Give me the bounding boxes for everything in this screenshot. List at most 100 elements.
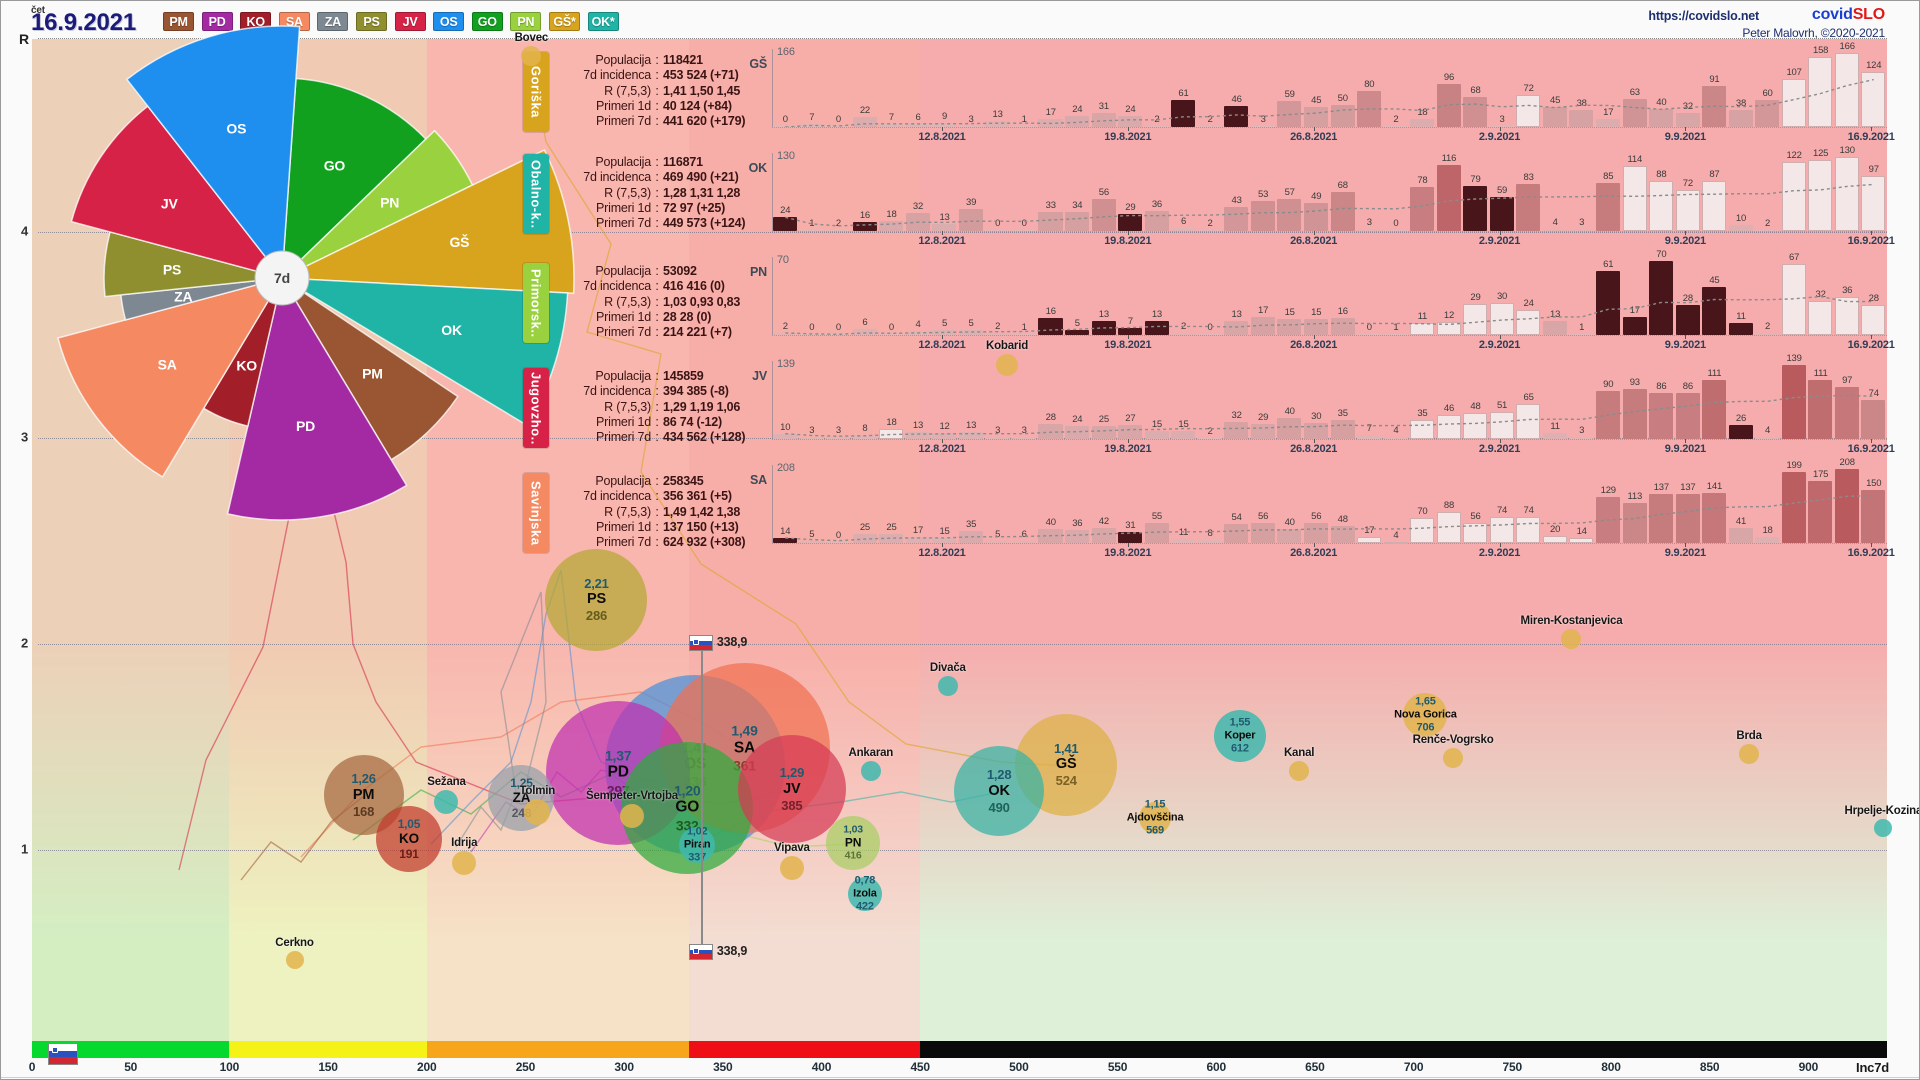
dot-name: Nova Gorica — [1394, 708, 1457, 721]
strip-bar-value: 18 — [886, 209, 897, 220]
region-button-GO[interactable]: GO — [471, 12, 503, 31]
municipality-dot-Cerkno[interactable] — [285, 951, 304, 970]
weekday-label: čet — [31, 5, 45, 16]
strip-bar-value: 63 — [1629, 87, 1640, 98]
info-panel-tab[interactable]: Primorsk.. — [523, 263, 549, 343]
pie-wedge-OS[interactable] — [125, 25, 301, 281]
region-button-PM[interactable]: PM — [163, 12, 194, 31]
region-bubble-KO[interactable] — [375, 805, 442, 872]
municipality-text-Izola: 0,78 Izola 422 — [853, 875, 877, 914]
x-tick-800: 800 — [1601, 1060, 1621, 1074]
municipality-dot-Brda[interactable] — [1739, 744, 1760, 765]
strip-bar — [1038, 119, 1063, 127]
r-axis-title: R — [19, 31, 29, 47]
dot-name: Ajdovščina — [1126, 811, 1184, 824]
strip-bar — [1542, 229, 1567, 231]
region-button-SA[interactable]: SA — [278, 12, 310, 31]
strip-y-axis — [772, 465, 773, 543]
strip-bar — [1436, 322, 1461, 335]
strip-bar-value: 13 — [1151, 309, 1163, 320]
municipality-dot-Izola[interactable] — [847, 877, 882, 912]
strip-baseline — [772, 543, 1887, 544]
municipality-dot-Vipava[interactable] — [779, 855, 804, 880]
region-bubble-JV[interactable] — [737, 735, 846, 844]
info-panel-rows: Populacija:145859 7d incidenca:394 385 (-… — [555, 368, 745, 448]
municipality-label-Miren-Kostanjevica: Miren-Kostanjevica — [1520, 614, 1623, 627]
region-button-OK[interactable]: OK* — [587, 12, 619, 31]
region-bubble-PN[interactable] — [826, 815, 881, 870]
region-button-PN[interactable]: PN — [510, 12, 542, 31]
strip-bar — [1463, 413, 1488, 439]
info-panel-tab[interactable]: Jugovzho.. — [523, 368, 549, 448]
bubble-inc-value: 191 — [399, 846, 419, 861]
municipality-dot-Sežana[interactable] — [434, 789, 459, 814]
municipality-dot-Ajdovščina[interactable] — [1139, 802, 1172, 835]
strip-bar-value: 65 — [1523, 392, 1534, 403]
region-button-GŠ[interactable]: GŠ* — [549, 12, 580, 31]
municipality-dot-Kanal[interactable] — [1289, 760, 1310, 781]
strip-bar — [1834, 387, 1859, 439]
pie-wedge-PD[interactable] — [226, 276, 408, 521]
strip-date-tick — [1313, 127, 1315, 131]
strip-bar-value: 1 — [1579, 322, 1585, 333]
municipality-dot-Ankaran[interactable] — [860, 760, 881, 781]
site-url-link[interactable]: https://covidslo.net — [1648, 9, 1759, 23]
info-panel-tab[interactable]: Obalno-k.. — [523, 154, 549, 234]
municipality-dot-Miren-Kostanjevica[interactable] — [1561, 628, 1582, 649]
municipality-dot-Divača[interactable] — [937, 676, 958, 697]
dot-inc-value: 337 — [688, 851, 707, 864]
info-row-value: 116871 — [663, 155, 703, 169]
municipality-dot-Renče-Vogrsko[interactable] — [1443, 748, 1464, 769]
info-row: R (7,5,3):1,41 1,50 1,45 — [555, 84, 745, 99]
region-button-PD[interactable]: PD — [201, 12, 233, 31]
municipality-dot-Idrija[interactable] — [452, 851, 477, 876]
strip-bar — [879, 429, 904, 439]
municipality-dot-Šempeter-Vrtojba[interactable] — [620, 804, 644, 829]
municipality-dot-Hrpelje-Kozina[interactable] — [1874, 819, 1893, 838]
info-row-label: 7d incidenca — [583, 384, 651, 399]
strip-bar — [852, 329, 877, 335]
info-row: Populacija:116871 — [555, 155, 745, 170]
strip-bar-value: 80 — [1364, 79, 1375, 90]
region-button-ZA[interactable]: ZA — [317, 12, 349, 31]
strip-bar-value: 5 — [968, 318, 974, 329]
strip-bar — [1250, 424, 1275, 439]
region-button-PS[interactable]: PS — [356, 12, 387, 31]
info-row-label: R (7,5,3) — [604, 83, 651, 98]
strip-date-tick — [1127, 231, 1129, 235]
strip-bar-value: 40 — [1284, 517, 1295, 528]
strip-date-label: 26.8.2021 — [1290, 235, 1338, 247]
strip-bar — [905, 331, 930, 335]
region-button-OS[interactable]: OS — [433, 12, 465, 31]
info-panel-tab[interactable]: Savinjska — [523, 473, 549, 553]
region-button-JV[interactable]: JV — [394, 12, 426, 31]
municipality-dot-Nova Gorica[interactable] — [1403, 693, 1448, 738]
info-row: Populacija:258345 — [555, 474, 745, 489]
region-bubble-OK[interactable] — [954, 746, 1045, 837]
pie-wedge-JV[interactable] — [70, 105, 284, 280]
municipality-dot-Tolmin[interactable] — [524, 798, 551, 825]
strip-bar-value: 150 — [1866, 478, 1882, 489]
strip-bar-value: 0 — [995, 218, 1001, 229]
municipality-dot-Kobarid[interactable] — [996, 353, 1018, 376]
municipality-dot-Piran[interactable] — [679, 826, 716, 863]
strip-date-label: 9.9.2021 — [1664, 547, 1706, 559]
strip-bar-value: 29 — [1470, 292, 1481, 303]
strip-bar-value: 129 — [1600, 485, 1616, 496]
info-row: 7d incidenca:453 524 (+71) — [555, 68, 745, 83]
municipality-dot-Koper[interactable] — [1213, 709, 1266, 762]
region-bubble-text-PN: 1,03 PN 416 — [843, 823, 863, 862]
pie-wedge-SA[interactable] — [56, 276, 284, 478]
info-row-label: R (7,5,3) — [604, 504, 651, 519]
strip-bar-value: 32 — [1231, 410, 1242, 421]
bubble-r-value: 1,41 — [1053, 740, 1079, 756]
info-row-value: 118421 — [663, 53, 703, 67]
strip-bar-value: 32 — [1682, 101, 1693, 112]
strip-bar-value: 7 — [1127, 316, 1133, 327]
pie-wedge-GO[interactable] — [281, 77, 427, 280]
region-bubble-PS[interactable] — [545, 548, 648, 651]
strip-bar — [985, 541, 1010, 543]
strip-bar — [1675, 494, 1700, 543]
municipality-dot-Bovec[interactable] — [521, 45, 542, 66]
bubble-region-code: JV — [783, 780, 801, 797]
